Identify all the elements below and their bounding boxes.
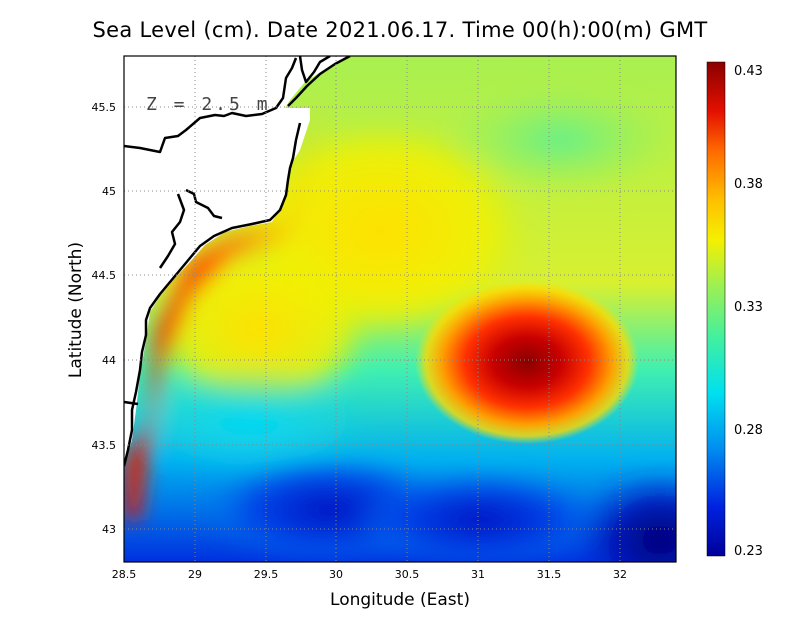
x-tick-label: 28.5 xyxy=(112,568,137,581)
x-tick-label: 30 xyxy=(329,568,343,581)
colorbar-tick-label: 0.33 xyxy=(734,300,763,315)
x-axis-label: Longitude (East) xyxy=(330,590,470,610)
colorbar-tick-label: 0.28 xyxy=(734,423,763,438)
coastline-lagoon xyxy=(158,188,223,269)
x-tick-label: 31.5 xyxy=(537,568,562,581)
x-tick-label: 32 xyxy=(613,568,627,581)
depth-label: Z = 2.5 m xyxy=(146,94,271,115)
colorbar-tick-label: 0.38 xyxy=(734,177,763,192)
x-tick-label: 29 xyxy=(188,568,202,581)
y-tick-label: 43 xyxy=(102,523,116,536)
colorbar xyxy=(706,61,726,557)
plot-frame xyxy=(123,55,677,563)
y-tick-label: 43.5 xyxy=(92,439,117,452)
y-tick-label: 44 xyxy=(102,354,116,367)
x-tick-label: 30.5 xyxy=(395,568,420,581)
coastline-north xyxy=(298,56,331,84)
coastline-inlet xyxy=(124,57,298,154)
y-tick-label: 44.5 xyxy=(92,269,117,282)
x-tick-label: 29.5 xyxy=(254,568,279,581)
colorbar-tick-label: 0.23 xyxy=(734,544,763,559)
grid-lines xyxy=(124,56,676,562)
colorbar-tick-label: 0.43 xyxy=(734,64,763,79)
coastline-southwest xyxy=(124,400,139,406)
y-tick-label: 45.5 xyxy=(92,101,117,114)
coastline xyxy=(124,56,351,467)
coastline-main xyxy=(124,56,351,467)
x-tick-label: 31 xyxy=(471,568,485,581)
map-title: Sea Level (cm). Date 2021.06.17. Time 00… xyxy=(92,18,708,42)
y-tick-label: 45 xyxy=(102,185,116,198)
y-axis-label: Latitude (North) xyxy=(66,241,86,379)
